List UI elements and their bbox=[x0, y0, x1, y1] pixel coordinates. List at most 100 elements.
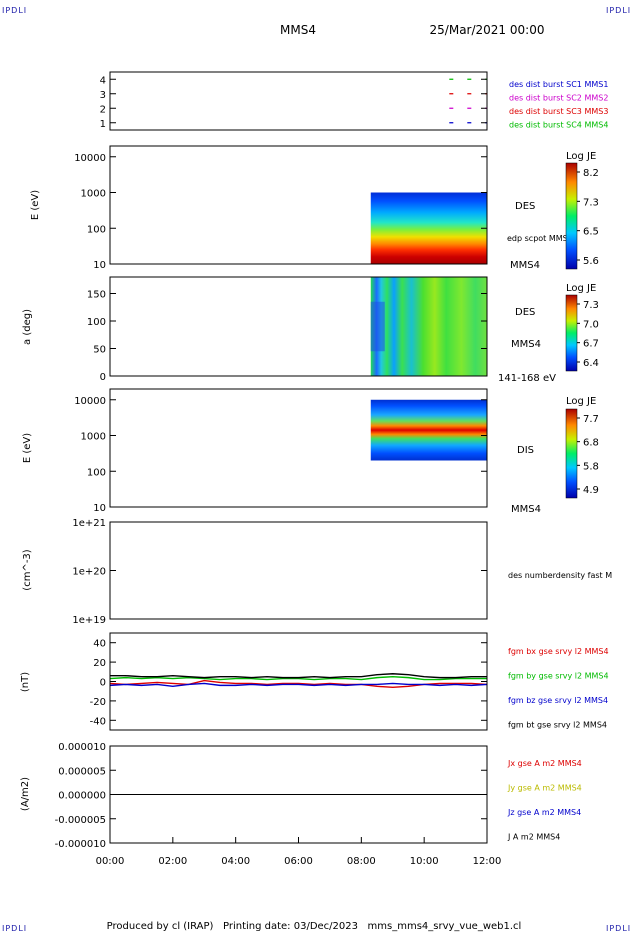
des-pitch-energy-band: 141-168 eV bbox=[498, 373, 556, 384]
current-ytick-label: 0.000000 bbox=[58, 791, 106, 802]
fgm-ytick-label: -40 bbox=[90, 716, 106, 727]
panel-density: (cm^-3) 1e+19 1e+20 1e+21 des numberdensit… bbox=[22, 518, 612, 626]
current-ytick-label: 0.000005 bbox=[58, 766, 106, 777]
des-pitch-ytick-label: 0 bbox=[100, 372, 106, 383]
fgm-ytick-label: 20 bbox=[93, 658, 106, 669]
colorbar-tick-label: 7.3 bbox=[583, 197, 599, 208]
density-legend: des numberdensity fast M bbox=[508, 571, 612, 580]
dis-energy-spectrogram bbox=[370, 399, 487, 461]
des-energy-scpot-label: edp scpot MMS4 bbox=[507, 234, 573, 243]
dis-energy-ytick-label: 10000 bbox=[74, 396, 106, 407]
x-axis-tick-label: 04:00 bbox=[221, 856, 250, 867]
burst-legend-entry: des dist burst SC2 MMS2 bbox=[509, 94, 608, 103]
colorbar-3-title: Log JE bbox=[566, 396, 596, 407]
dis-energy-label: DIS bbox=[517, 445, 534, 456]
fgm-ylabel: (nT) bbox=[20, 672, 31, 692]
panel-dis-energy-frame bbox=[109, 388, 488, 508]
current-ytick-label: 0.000010 bbox=[58, 742, 106, 753]
panel-des-energy: E (eV) 10 100 1000 10000 DES edp scpot MMS4… bbox=[30, 145, 599, 271]
panel-fgm: (nT) -40 -20 0 20 40 fgm bx gse srvy l2 MMS4… bbox=[20, 632, 609, 731]
des-energy-spectrogram bbox=[370, 192, 487, 264]
burst-legend-entry: des dist burst SC3 MMS3 bbox=[509, 107, 608, 116]
des-energy-ytick-label: 10000 bbox=[74, 153, 106, 164]
x-axis-tick-label: 02:00 bbox=[158, 856, 187, 867]
panel-des-energy-frame bbox=[109, 145, 488, 265]
fgm-series-line bbox=[110, 673, 487, 679]
colorbar-tick-label: 6.8 bbox=[583, 438, 599, 449]
burst-legend-entry: des dist burst SC1 MMS1 bbox=[509, 80, 608, 89]
fgm-legend-entry: fgm bx gse srvy l2 MMS4 bbox=[508, 647, 609, 656]
corner-label-bottom-left: IPDLI bbox=[2, 924, 28, 933]
fgm-legend-entry: fgm bt gse srvy l2 MMS4 bbox=[508, 721, 607, 730]
colorbar-tick-label: 6.7 bbox=[583, 339, 599, 350]
dis-energy-sc-label: MMS4 bbox=[511, 504, 541, 515]
dis-energy-ytick-label: 1000 bbox=[81, 432, 106, 443]
fgm-series-line bbox=[109, 675, 487, 681]
colorbar-2-title: Log JE bbox=[566, 283, 596, 294]
current-legend-entry: Jx gse A m2 MMS4 bbox=[507, 759, 582, 768]
des-pitch-sc-label: MMS4 bbox=[511, 339, 541, 350]
des-pitch-label: DES bbox=[515, 307, 535, 318]
corner-label-top-right: IPDLI bbox=[606, 6, 630, 15]
panel-density-frame bbox=[109, 521, 488, 620]
spacecraft-title: MMS4 bbox=[280, 23, 316, 37]
fgm-series-line bbox=[109, 682, 488, 688]
des-pitch-low-flux-region bbox=[370, 301, 385, 352]
colorbar-tick-label: 7.3 bbox=[583, 300, 599, 311]
colorbar-tick-label: 5.6 bbox=[583, 256, 599, 267]
x-axis-tick-label: 06:00 bbox=[284, 856, 313, 867]
fgm-ytick-label: 40 bbox=[93, 639, 106, 650]
footer-credits: Produced by cl (IRAP) Printing date: 03/… bbox=[107, 921, 522, 932]
des-energy-ylabel: E (eV) bbox=[30, 190, 41, 220]
des-pitch-ytick-label: 150 bbox=[87, 290, 106, 301]
fgm-ytick-label: -20 bbox=[90, 697, 106, 708]
density-ytick-label: 1e+21 bbox=[72, 518, 106, 529]
panel-des-pitch: a (deg) 0 50 100 150 DES MMS4 141-168 eV Lo… bbox=[22, 276, 599, 384]
colorbar-1-title: Log JE bbox=[566, 151, 596, 162]
panel-des-pitch-frame bbox=[109, 276, 488, 377]
des-pitch-ylabel: a (deg) bbox=[22, 309, 33, 345]
colorbar-tick-label: 6.4 bbox=[583, 358, 599, 369]
dis-energy-ytick-label: 100 bbox=[87, 467, 106, 478]
corner-label-bottom-right: IPDLI bbox=[606, 924, 630, 933]
burst-ytick-label: 2 bbox=[100, 104, 106, 115]
dis-energy-ytick-label: 10 bbox=[93, 503, 106, 514]
current-ytick-label: -0.000005 bbox=[55, 815, 106, 826]
colorbar-tick-label: 8.2 bbox=[583, 168, 599, 179]
panel-burst-frame bbox=[109, 71, 488, 131]
density-ytick-label: 1e+19 bbox=[72, 615, 106, 626]
des-energy-ytick-label: 100 bbox=[87, 224, 106, 235]
fgm-legend-entry: fgm bz gse srvy l2 MMS4 bbox=[508, 696, 608, 705]
des-energy-sc-label: MMS4 bbox=[510, 260, 540, 271]
colorbar-3 bbox=[565, 408, 578, 499]
burst-ytick-label: 4 bbox=[100, 75, 106, 86]
fgm-legend-entry: fgm by gse srvy l2 MMS4 bbox=[508, 672, 609, 681]
des-energy-label: DES bbox=[515, 201, 535, 212]
panel-burst: 1 2 3 4 des dist burst SC1 MMS1 des dist bur… bbox=[100, 71, 608, 131]
current-ylabel: (A/m2) bbox=[20, 777, 31, 811]
panel-fgm-frame bbox=[109, 632, 488, 731]
x-axis-tick-label: 10:00 bbox=[410, 856, 439, 867]
des-energy-ytick-label: 1000 bbox=[81, 189, 106, 200]
density-ytick-label: 1e+20 bbox=[72, 567, 106, 578]
colorbar-1 bbox=[565, 162, 578, 270]
x-axis-tick-label: 00:00 bbox=[96, 856, 125, 867]
colorbar-tick-label: 4.9 bbox=[583, 485, 599, 496]
fgm-ytick-label: 0 bbox=[100, 678, 106, 689]
current-ytick-label: -0.000010 bbox=[55, 839, 106, 850]
des-energy-ytick-label: 10 bbox=[93, 260, 106, 271]
density-ylabel: (cm^-3) bbox=[22, 549, 33, 590]
corner-label-top-left: IPDLI bbox=[2, 6, 28, 15]
dis-energy-ylabel: E (eV) bbox=[22, 433, 33, 463]
burst-ytick-label: 3 bbox=[100, 90, 106, 101]
datetime-title: 25/Mar/2021 00:00 bbox=[430, 23, 545, 37]
colorbar-tick-label: 7.0 bbox=[583, 319, 599, 330]
des-pitch-spectrogram bbox=[370, 277, 487, 376]
x-axis-tick-label: 08:00 bbox=[347, 856, 376, 867]
current-legend-entry: Jy gse A m2 MMS4 bbox=[507, 784, 582, 793]
colorbar-2 bbox=[565, 294, 578, 372]
burst-legend-entry: des dist burst SC4 MMS4 bbox=[509, 121, 608, 130]
des-pitch-ytick-label: 50 bbox=[93, 345, 106, 356]
colorbar-tick-label: 6.5 bbox=[583, 227, 599, 238]
current-legend-entry: Jz gse A m2 MMS4 bbox=[507, 808, 581, 817]
